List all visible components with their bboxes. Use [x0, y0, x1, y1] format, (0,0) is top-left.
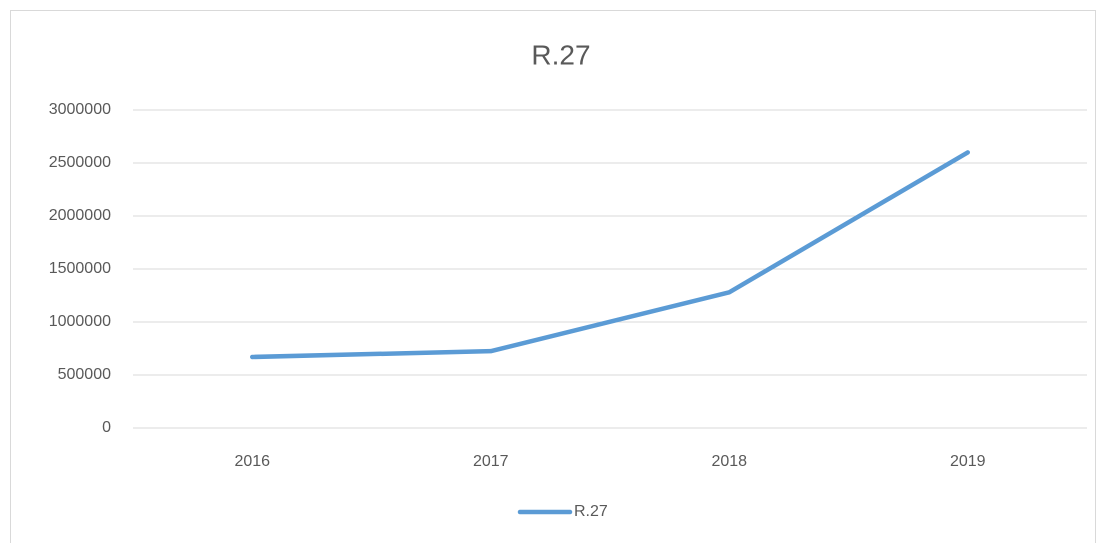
chart-title: R.27	[531, 39, 590, 70]
chart-frame	[10, 10, 1096, 548]
y-tick-label: 500000	[58, 366, 111, 383]
x-tick-label: 2017	[473, 453, 509, 470]
y-tick-label: 3000000	[49, 101, 111, 118]
x-tick-label: 2016	[234, 453, 270, 470]
y-tick-label: 1000000	[49, 313, 111, 330]
line-series	[250, 150, 970, 360]
x-tick-label: 2019	[950, 453, 986, 470]
x-tick-label: 2018	[711, 453, 747, 470]
y-tick-label: 2500000	[49, 154, 111, 171]
y-tick-label: 0	[102, 419, 111, 436]
y-tick-label: 2000000	[49, 207, 111, 224]
y-tick-label: 1500000	[49, 260, 111, 277]
legend-label: R.27	[574, 503, 608, 520]
